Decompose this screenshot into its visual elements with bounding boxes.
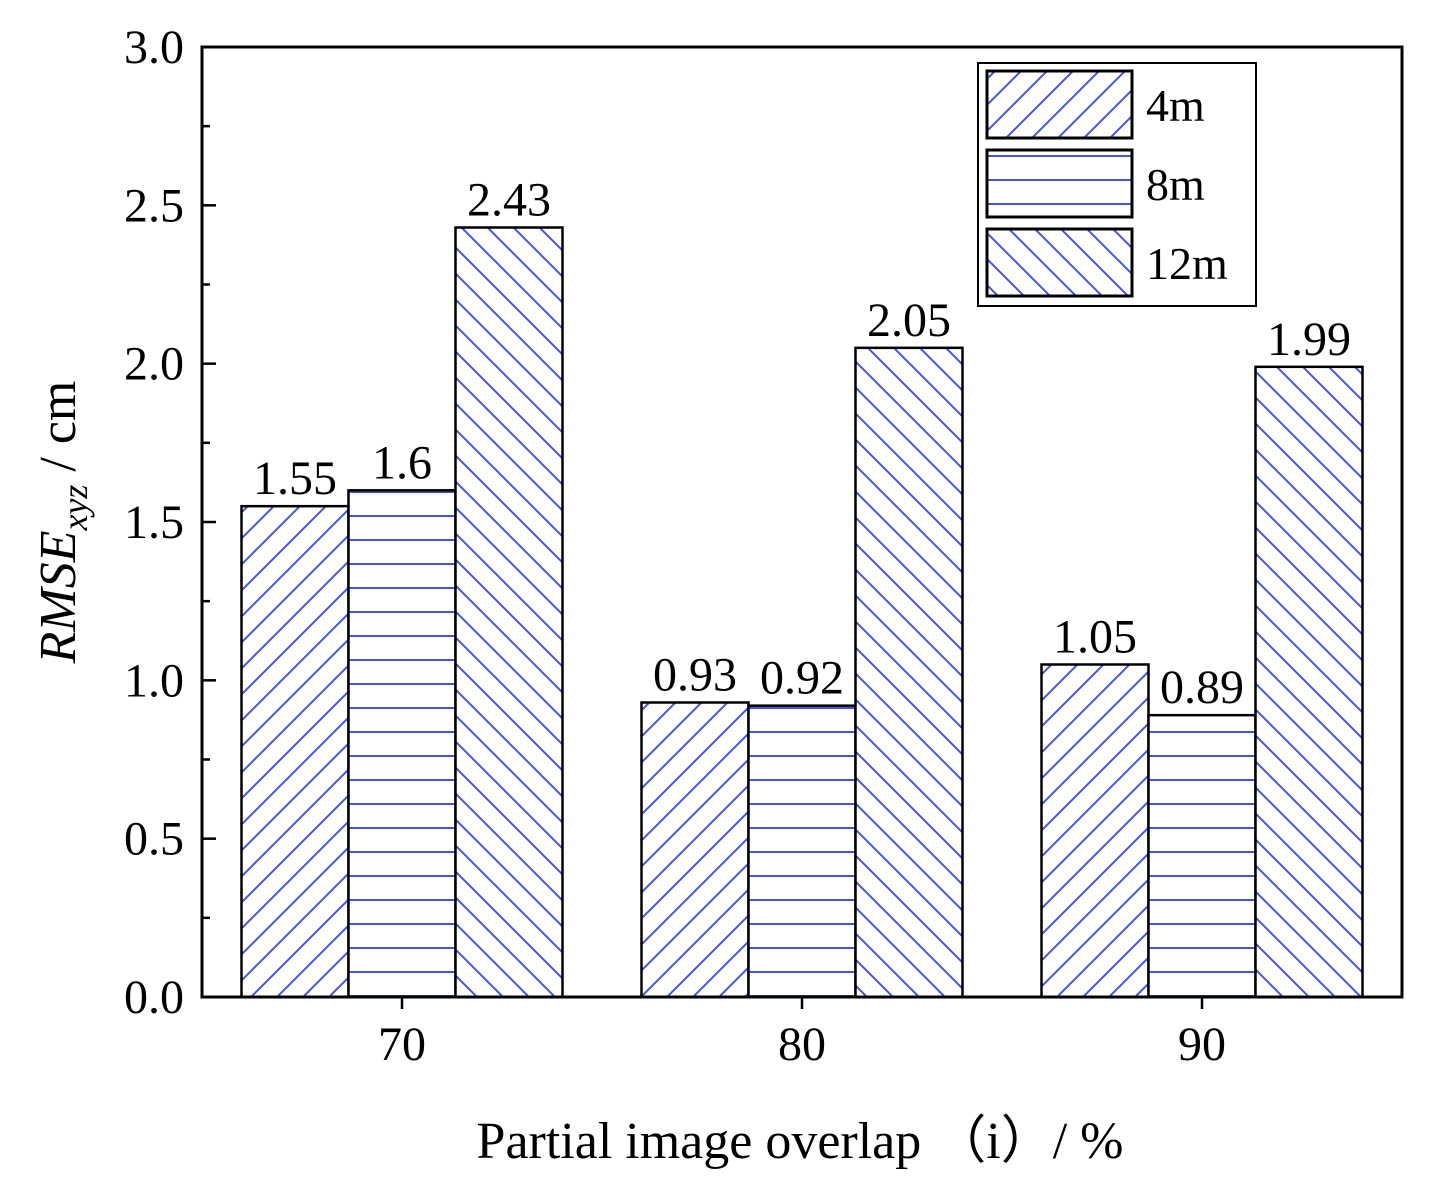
y-tick-label: 0.0 xyxy=(124,971,184,1024)
y-axis: 0.0 0.5 1.0 1.5 2.0 2.5 3.0 xyxy=(124,21,216,1024)
data-label-8m-90: 0.89 xyxy=(1160,661,1244,714)
bar-4m-90 xyxy=(1040,663,1150,999)
legend-label-4m: 4m xyxy=(1146,80,1205,131)
bar-8m-90 xyxy=(1147,713,1257,999)
legend-swatch-4m xyxy=(985,69,1134,140)
data-label-4m-90: 1.05 xyxy=(1053,611,1137,664)
data-label-4m-70: 1.55 xyxy=(253,452,337,505)
y-tick-label: 2.5 xyxy=(124,179,184,232)
data-label-12m-90: 1.99 xyxy=(1267,313,1351,366)
data-labels-layer: 1.55 1.6 2.43 0.93 0.92 2.05 1.05 0.89 1.99 xyxy=(253,174,1351,715)
bar-8m-80 xyxy=(747,704,857,999)
bar-12m-80 xyxy=(854,346,964,999)
bar-12m-70 xyxy=(454,226,564,999)
legend-swatch-8m xyxy=(985,148,1134,219)
x-tick-label-70: 70 xyxy=(378,1018,426,1071)
y-axis-title: RMSExyz / cm xyxy=(30,381,95,665)
data-label-8m-80: 0.92 xyxy=(760,652,844,705)
legend: 4m 8m 12m xyxy=(977,62,1257,307)
data-label-12m-70: 2.43 xyxy=(467,174,551,227)
bars-layer xyxy=(240,226,1364,999)
legend-label-12m: 12m xyxy=(1146,238,1228,289)
x-tick-label-80: 80 xyxy=(778,1018,826,1071)
data-label-4m-80: 0.93 xyxy=(653,649,737,702)
bar-8m-70 xyxy=(347,489,457,999)
x-axis-title: Partial image overlap （i）/ % xyxy=(477,1113,1124,1170)
bar-4m-70 xyxy=(240,504,350,999)
bar-12m-90 xyxy=(1254,365,1364,999)
y-tick-label: 2.0 xyxy=(124,338,184,391)
data-label-12m-80: 2.05 xyxy=(867,294,951,347)
y-tick-label: 1.0 xyxy=(124,654,184,707)
y-tick-label: 1.5 xyxy=(124,496,184,549)
legend-swatch-12m xyxy=(985,227,1134,298)
y-tick-label: 0.5 xyxy=(124,813,184,866)
bar-4m-80 xyxy=(640,701,750,999)
legend-label-8m: 8m xyxy=(1146,159,1205,210)
y-tick-label: 3.0 xyxy=(124,21,184,74)
x-axis: 70 80 90 xyxy=(378,997,1226,1071)
x-tick-label-90: 90 xyxy=(1178,1018,1226,1071)
data-label-8m-70: 1.6 xyxy=(372,436,432,489)
